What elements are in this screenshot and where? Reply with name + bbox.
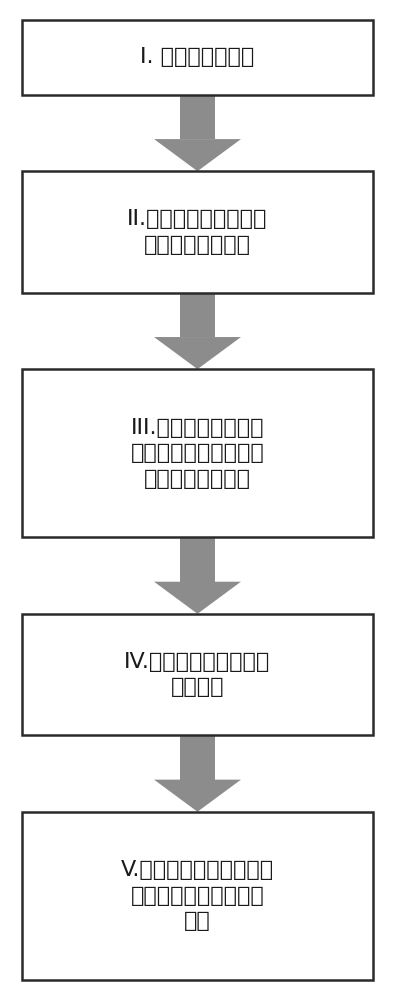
Polygon shape — [154, 139, 241, 171]
Bar — [180, 293, 215, 337]
Bar — [180, 735, 215, 780]
Text: IV.建立世界坐标系，标
定摄像机: IV.建立世界坐标系，标 定摄像机 — [124, 652, 271, 697]
Polygon shape — [154, 337, 241, 369]
Polygon shape — [154, 780, 241, 812]
Text: V.计算成像点三维坐标，
拟合曲面方程，标定投
影仪: V.计算成像点三维坐标， 拟合曲面方程，标定投 影仪 — [121, 860, 274, 931]
Bar — [180, 95, 215, 139]
Bar — [22, 614, 373, 735]
Bar — [22, 171, 373, 293]
Bar — [22, 369, 373, 537]
Text: II.移动平面标定板，拍
摄摄像机标定照片: II.移动平面标定板，拍 摄摄像机标定照片 — [127, 209, 268, 255]
Bar — [180, 537, 215, 582]
Bar — [22, 812, 373, 980]
Text: I. 搭建平面标定板: I. 搭建平面标定板 — [140, 47, 255, 67]
Polygon shape — [154, 582, 241, 614]
Bar — [22, 20, 373, 95]
Text: III.移动平面标定板，
投影编码结构光，并拍
摄投影仪标定照片: III.移动平面标定板， 投影编码结构光，并拍 摄投影仪标定照片 — [131, 418, 264, 489]
